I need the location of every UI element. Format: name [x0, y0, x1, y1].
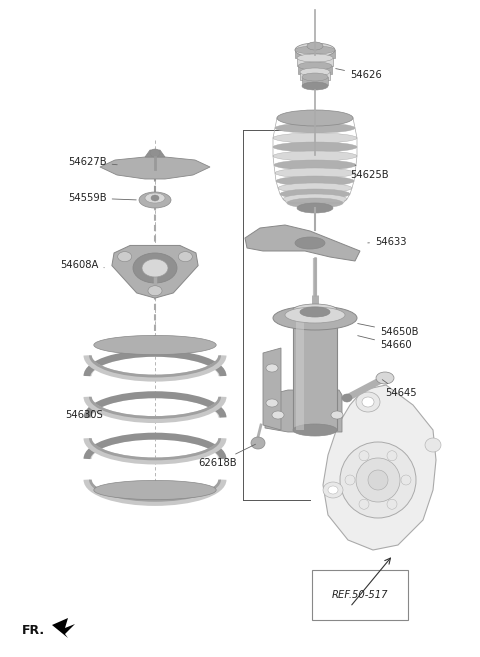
Text: REF.50-517: REF.50-517	[332, 590, 388, 600]
Ellipse shape	[139, 192, 171, 208]
Ellipse shape	[118, 252, 132, 261]
Ellipse shape	[376, 372, 394, 384]
Text: 54627B: 54627B	[68, 157, 117, 167]
Ellipse shape	[266, 364, 278, 372]
Ellipse shape	[151, 195, 159, 201]
Ellipse shape	[345, 475, 355, 485]
Polygon shape	[323, 385, 436, 550]
Text: 54608A: 54608A	[60, 260, 104, 270]
Ellipse shape	[359, 451, 369, 461]
Ellipse shape	[251, 437, 265, 449]
Ellipse shape	[277, 110, 353, 126]
Ellipse shape	[295, 43, 335, 57]
Ellipse shape	[145, 193, 165, 203]
Text: 54650B: 54650B	[358, 323, 419, 337]
Bar	[302, 77, 328, 85]
Ellipse shape	[273, 306, 357, 330]
Ellipse shape	[340, 442, 416, 518]
Ellipse shape	[266, 399, 278, 407]
Ellipse shape	[273, 142, 357, 152]
Ellipse shape	[278, 183, 352, 193]
Text: FR.: FR.	[22, 623, 45, 637]
Text: 62618B: 62618B	[198, 444, 255, 468]
Ellipse shape	[302, 82, 328, 90]
Ellipse shape	[362, 397, 374, 407]
Ellipse shape	[297, 203, 333, 213]
Text: 54626: 54626	[336, 68, 382, 80]
Ellipse shape	[323, 482, 343, 498]
Ellipse shape	[274, 160, 356, 170]
Ellipse shape	[273, 151, 357, 161]
Ellipse shape	[342, 394, 352, 402]
Ellipse shape	[307, 42, 323, 50]
Ellipse shape	[178, 252, 192, 261]
Ellipse shape	[148, 286, 162, 296]
Bar	[298, 66, 332, 74]
Ellipse shape	[287, 198, 343, 208]
Ellipse shape	[295, 46, 335, 54]
Polygon shape	[145, 150, 165, 157]
Ellipse shape	[277, 113, 353, 123]
Ellipse shape	[356, 458, 400, 502]
Bar	[300, 72, 330, 80]
Ellipse shape	[275, 123, 355, 133]
Ellipse shape	[276, 176, 354, 186]
Text: 54645: 54645	[382, 380, 417, 398]
Ellipse shape	[150, 149, 160, 157]
Ellipse shape	[133, 253, 177, 283]
Text: 54559B: 54559B	[68, 193, 136, 203]
Ellipse shape	[328, 486, 338, 494]
Ellipse shape	[272, 411, 284, 419]
Bar	[297, 58, 333, 66]
Polygon shape	[263, 348, 281, 430]
Ellipse shape	[425, 438, 441, 452]
Ellipse shape	[359, 499, 369, 509]
Polygon shape	[52, 618, 75, 638]
Ellipse shape	[273, 133, 357, 143]
Ellipse shape	[387, 499, 397, 509]
Bar	[293, 310, 337, 430]
Ellipse shape	[295, 237, 325, 249]
Polygon shape	[265, 390, 342, 432]
Ellipse shape	[293, 304, 337, 316]
Ellipse shape	[285, 307, 345, 323]
Bar	[295, 50, 335, 58]
Ellipse shape	[293, 424, 337, 436]
Ellipse shape	[331, 411, 343, 419]
Text: 54630S: 54630S	[65, 410, 103, 420]
Ellipse shape	[94, 480, 216, 499]
Ellipse shape	[302, 73, 328, 81]
Ellipse shape	[280, 189, 350, 199]
Ellipse shape	[368, 470, 388, 490]
Ellipse shape	[401, 475, 411, 485]
Ellipse shape	[94, 336, 216, 355]
Text: 54660: 54660	[358, 336, 412, 350]
Text: 54633: 54633	[368, 237, 407, 247]
Text: 54625B: 54625B	[350, 165, 389, 180]
Ellipse shape	[142, 259, 168, 277]
Polygon shape	[245, 225, 360, 261]
Ellipse shape	[356, 392, 380, 412]
Ellipse shape	[297, 54, 333, 62]
Polygon shape	[112, 246, 198, 298]
Ellipse shape	[298, 62, 332, 70]
Ellipse shape	[283, 194, 347, 204]
Bar	[296, 310, 304, 430]
Ellipse shape	[387, 451, 397, 461]
Ellipse shape	[300, 307, 330, 317]
Polygon shape	[100, 157, 210, 179]
Ellipse shape	[300, 68, 330, 76]
Ellipse shape	[275, 168, 355, 178]
